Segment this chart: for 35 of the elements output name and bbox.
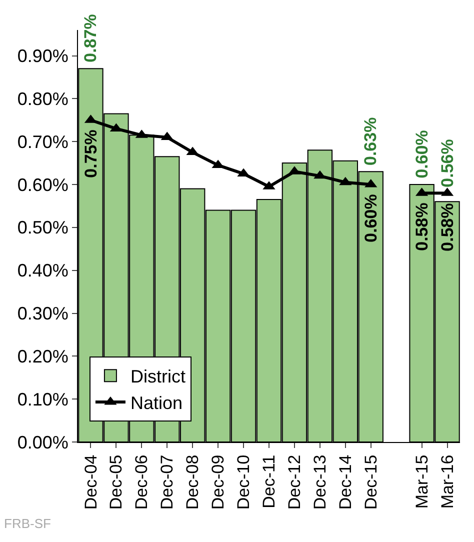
y-tick-label: 0.20% bbox=[17, 346, 68, 366]
y-tick-label: 0.60% bbox=[17, 174, 68, 195]
data-label: 0.87% bbox=[81, 14, 100, 62]
y-tick-label: 0.50% bbox=[17, 218, 68, 238]
y-tick-label: 0.70% bbox=[17, 132, 68, 152]
x-tick-label: Dec-10 bbox=[234, 454, 254, 510]
data-label: 0.60% bbox=[412, 130, 432, 178]
x-tick-label: Dec-06 bbox=[132, 454, 152, 510]
data-label: 0.75% bbox=[82, 130, 101, 178]
legend-label: District bbox=[130, 366, 186, 387]
x-tick-label: Dec-09 bbox=[208, 454, 228, 510]
y-tick-label: 0.00% bbox=[17, 432, 68, 452]
y-tick-label: 0.40% bbox=[17, 260, 68, 281]
x-tick-label: Dec-05 bbox=[106, 454, 126, 510]
text: FRB-SF bbox=[4, 516, 51, 531]
x-tick-label: Dec-11 bbox=[260, 454, 279, 508]
x-tick-label: Dec-08 bbox=[183, 454, 202, 510]
y-tick-label: 0.80% bbox=[17, 88, 68, 109]
legend-label: Nation bbox=[130, 393, 182, 414]
y-tick-label: 0.90% bbox=[17, 46, 68, 66]
data-label: 0.63% bbox=[361, 117, 380, 166]
data-label: 0.58% bbox=[412, 202, 432, 251]
x-tick-label: Dec-13 bbox=[310, 454, 330, 510]
x-tick-label: Dec-07 bbox=[158, 454, 177, 510]
x-tick-label: Dec-04 bbox=[81, 454, 100, 510]
x-tick-label: Dec-15 bbox=[361, 454, 380, 510]
data-label: 0.58% bbox=[438, 203, 458, 252]
y-tick-label: 0.30% bbox=[17, 304, 68, 324]
x-tick-label: Mar-15 bbox=[412, 454, 432, 509]
data-label: 0.60% bbox=[361, 194, 380, 242]
data-label: 0.56% bbox=[438, 139, 458, 188]
x-tick-label: Dec-12 bbox=[284, 454, 304, 510]
x-tick-label: Mar-16 bbox=[438, 454, 457, 509]
x-tick-label: Dec-14 bbox=[336, 454, 355, 510]
y-tick-label: 0.10% bbox=[17, 389, 68, 410]
